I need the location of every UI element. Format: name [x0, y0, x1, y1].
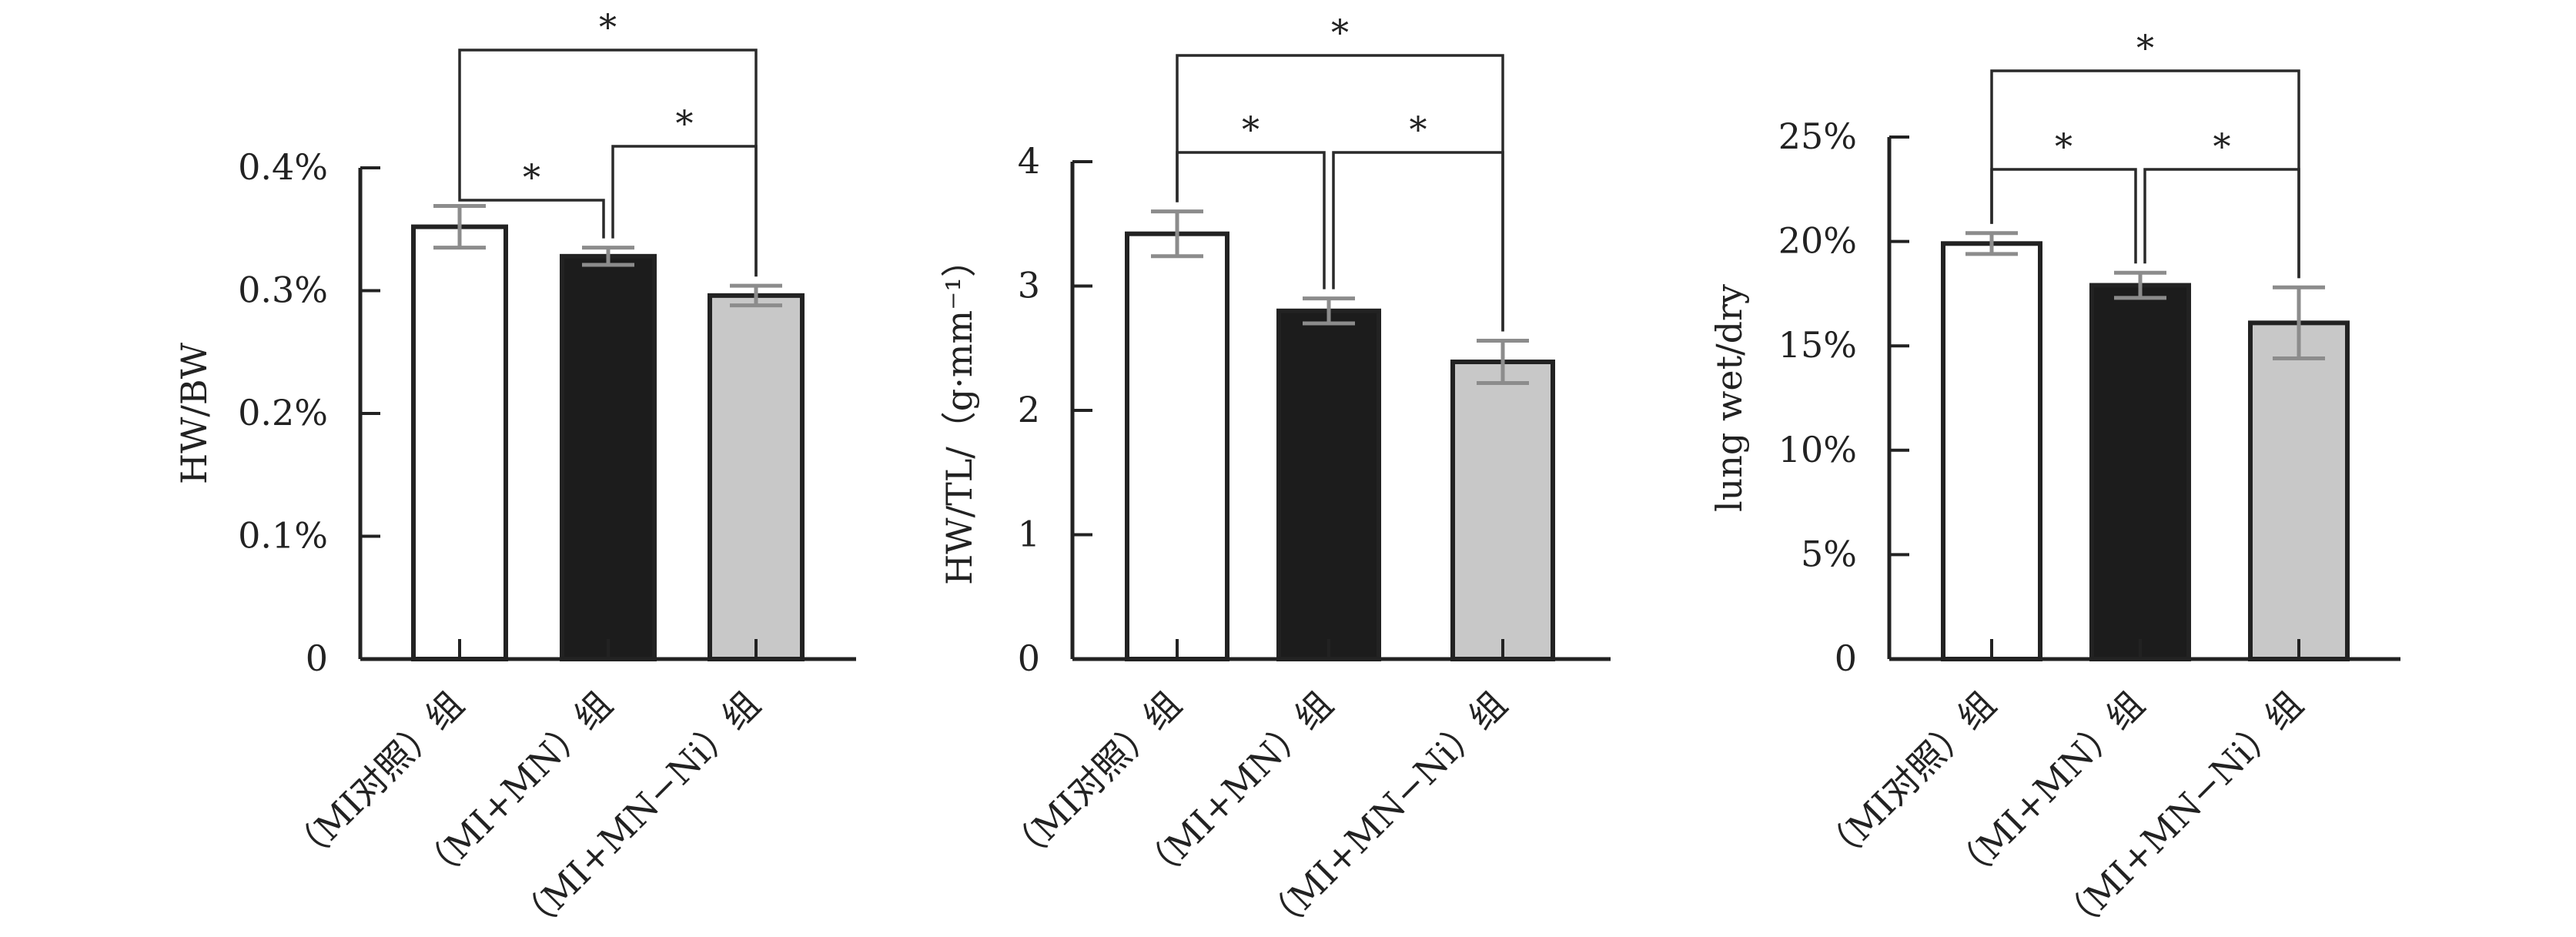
significance-bracket	[1176, 54, 1504, 332]
y-tick-label: 3	[1018, 265, 1040, 306]
bar	[1450, 360, 1555, 661]
y-tick-label: 0	[1835, 637, 1857, 679]
y-tick-label: 15%	[1778, 324, 1857, 366]
bar	[2089, 283, 2191, 661]
y-tick-label: 20%	[1778, 220, 1857, 262]
y-tick-label: 4	[1018, 140, 1040, 182]
significance-star: *	[1242, 109, 1260, 150]
significance-star: *	[2055, 125, 2073, 167]
bar	[411, 224, 508, 661]
significance-bracket	[2143, 168, 2300, 279]
y-tick-label: 0.4%	[238, 146, 328, 188]
significance-bracket	[1990, 69, 2300, 279]
significance-star: *	[1331, 12, 1349, 53]
significance-bracket	[458, 49, 758, 277]
y-tick-label: 0	[306, 637, 328, 679]
y-tick-label: 2	[1018, 389, 1040, 430]
bar	[2248, 320, 2350, 661]
significance-bracket	[458, 196, 605, 239]
y-tick-label: 0.2%	[238, 392, 328, 433]
significance-star: *	[2136, 27, 2154, 69]
y-tick-label: 10%	[1778, 429, 1857, 470]
panel-lung-wet-dry: 05%10%15%20%25%lung wet/dry（MI对照）组（MI+MN…	[1708, 27, 2400, 937]
bar	[560, 253, 657, 661]
bar	[1276, 308, 1381, 661]
y-axis-label: HW/TL/（g·mm⁻¹）	[938, 242, 980, 585]
significance-star: *	[599, 6, 617, 48]
significance-star: *	[1410, 109, 1427, 150]
bar	[1941, 241, 2042, 661]
y-tick-label: 0.1%	[238, 515, 328, 557]
y-axis-label: HW/BW	[173, 342, 215, 484]
significance-star: *	[676, 102, 694, 144]
bar	[708, 293, 805, 661]
y-tick-label: 1	[1018, 514, 1040, 555]
panel-hw-bw: 00.1%0.2%0.3%0.4%HW/BW（MI对照）组（MI+MN）组（MI…	[173, 6, 856, 937]
bar	[1125, 231, 1229, 662]
significance-bracket	[1332, 151, 1504, 332]
significance-star: *	[523, 156, 540, 198]
y-tick-label: 0.3%	[238, 269, 328, 311]
x-category-label: （MI+MN−Ni）组	[509, 684, 768, 937]
y-tick-label: 0	[1018, 637, 1040, 679]
y-tick-label: 25%	[1778, 115, 1857, 157]
y-tick-label: 5%	[1801, 533, 1857, 574]
significance-star: *	[2213, 125, 2231, 167]
y-axis-label: lung wet/dry	[1708, 284, 1750, 512]
panel-hw-tl: 01234HW/TL/（g·mm⁻¹）（MI对照）组（MI+MN）组（MI+MN…	[938, 12, 1611, 937]
